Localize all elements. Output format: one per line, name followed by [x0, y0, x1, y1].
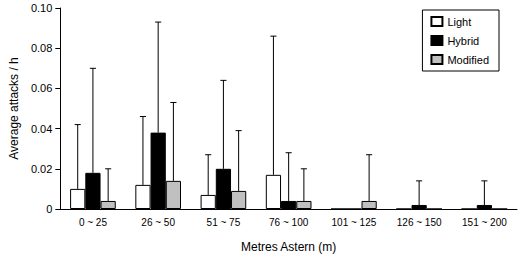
svg-text:0.02: 0.02 — [31, 163, 52, 175]
svg-text:76 ~ 100: 76 ~ 100 — [269, 217, 309, 228]
svg-text:51 ~ 75: 51 ~ 75 — [207, 217, 241, 228]
svg-text:0.04: 0.04 — [31, 123, 52, 135]
svg-text:Average attacks / h: Average attacks / h — [7, 57, 21, 160]
svg-text:0 ~ 25: 0 ~ 25 — [79, 217, 108, 228]
svg-text:101 ~ 125: 101 ~ 125 — [332, 217, 377, 228]
svg-text:0: 0 — [46, 203, 52, 215]
svg-text:151 ~ 200: 151 ~ 200 — [462, 217, 507, 228]
svg-text:0.10: 0.10 — [31, 2, 52, 14]
svg-text:Hybrid: Hybrid — [447, 35, 479, 47]
svg-text:Light: Light — [447, 16, 471, 28]
svg-text:126 ~ 150: 126 ~ 150 — [397, 217, 442, 228]
svg-text:Modified: Modified — [447, 54, 489, 66]
svg-text:0.08: 0.08 — [31, 42, 52, 54]
svg-text:0.06: 0.06 — [31, 82, 52, 94]
svg-text:Metres Astern (m): Metres Astern (m) — [241, 240, 336, 254]
svg-text:26 ~ 50: 26 ~ 50 — [141, 217, 175, 228]
